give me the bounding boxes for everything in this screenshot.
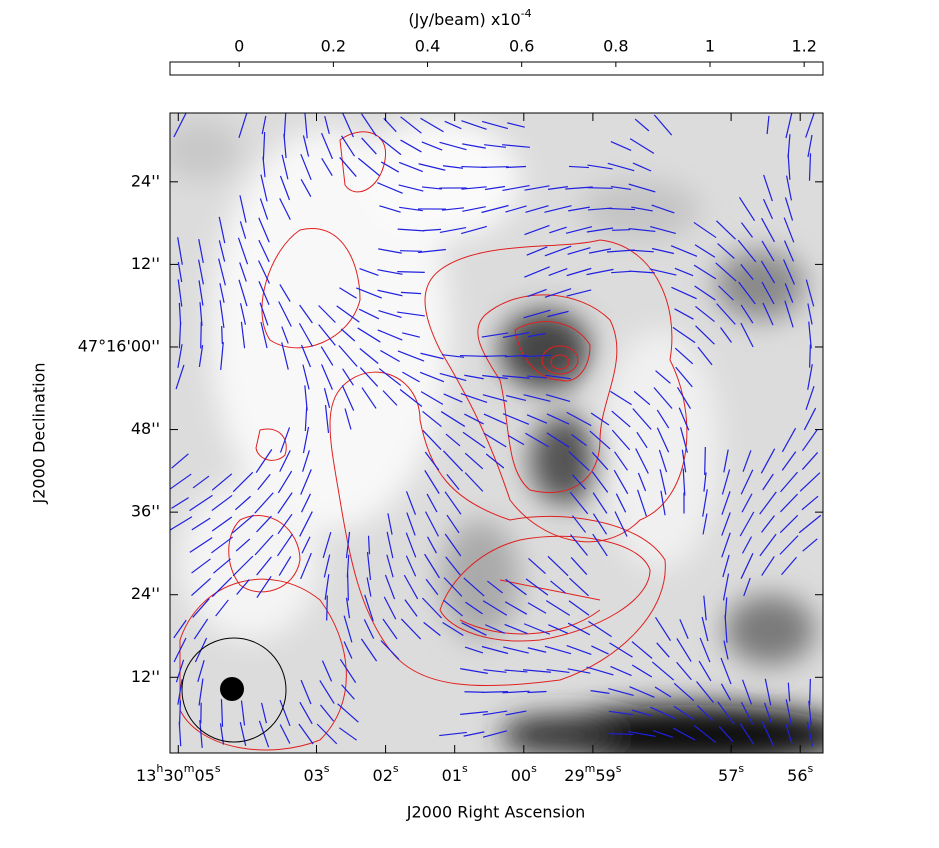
colorbar-label-text: (Jy/beam) x10 xyxy=(408,10,520,29)
x-tick-label-part: 57 xyxy=(718,766,738,785)
x-tick-label-sup: s xyxy=(616,762,622,775)
vector xyxy=(201,322,202,349)
x-tick-label-sup: s xyxy=(215,762,221,775)
x-tick-label: 03s xyxy=(303,762,329,785)
x-tick-label-sup: s xyxy=(738,762,744,775)
colorbar-tick-label: 0.2 xyxy=(321,37,346,56)
vector xyxy=(810,679,811,705)
vector xyxy=(327,595,328,620)
x-tick-label-part: 02 xyxy=(373,766,393,785)
y-tick-label: 12'' xyxy=(131,254,160,273)
x-tick-label-sup: m xyxy=(585,762,596,775)
colorbar-tick-label: 0.6 xyxy=(509,37,534,56)
vector xyxy=(587,188,612,189)
x-axis-label: J2000 Right Ascension xyxy=(406,803,586,822)
x-tick-label-part: 00 xyxy=(511,766,531,785)
vector xyxy=(400,251,422,252)
x-tick-label-sup: s xyxy=(324,762,330,775)
x-tick-label-sup: s xyxy=(531,762,537,775)
x-tick-label-part: 03 xyxy=(303,766,323,785)
y-tick-label: 24'' xyxy=(131,584,160,603)
colorbar-tick-label: 0.8 xyxy=(603,37,628,56)
x-tick-label-sup: s xyxy=(462,762,468,775)
vector xyxy=(481,167,509,168)
vector xyxy=(397,272,424,273)
x-tick-label: 29m59s xyxy=(564,762,621,785)
image xyxy=(160,112,850,765)
colorbar-tick-label: 0.4 xyxy=(415,37,440,56)
colorbar-label: (Jy/beam) x10-4 xyxy=(408,7,531,29)
x-tick-label-sup: h xyxy=(156,762,163,775)
y-tick-label: 48'' xyxy=(131,419,160,438)
x-tick-label: 02s xyxy=(373,762,399,785)
x-tick-label-part: 13 xyxy=(136,766,156,785)
y-tick-label: 12'' xyxy=(131,667,160,686)
y-tick-label: 36'' xyxy=(131,502,160,521)
x-tick-label-part: 29 xyxy=(564,766,584,785)
y-axis-label: J2000 Declination xyxy=(30,363,49,505)
vector xyxy=(810,344,811,367)
y-tick-label: 47°16'00'' xyxy=(78,336,160,355)
colorbar-tick-label: 0 xyxy=(234,37,244,56)
vector xyxy=(348,573,349,600)
x-tick-label: 01s xyxy=(442,762,468,785)
x-tick-label-part: 30 xyxy=(163,766,183,785)
colorbar-tick-label: 1.2 xyxy=(791,37,816,56)
vector xyxy=(612,230,630,231)
x-tick-label: 13h30m05s xyxy=(136,762,221,785)
vector xyxy=(222,326,223,344)
colorbar-label-exp: -4 xyxy=(521,7,532,20)
x-tick-label: 00s xyxy=(511,762,537,785)
x-tick-label-part: 59 xyxy=(595,766,615,785)
x-tick-label: 56s xyxy=(787,762,813,785)
x-tick-label-part: 05 xyxy=(194,766,214,785)
x-tick-label-sup: m xyxy=(184,762,195,775)
x-tick-label-sup: s xyxy=(808,762,814,775)
vector xyxy=(705,447,706,475)
vector xyxy=(464,692,483,693)
x-tick-label-part: 56 xyxy=(787,766,807,785)
y-tick-label: 24'' xyxy=(131,171,160,190)
colorbar xyxy=(170,62,823,75)
x-tick-label: 57s xyxy=(718,762,744,785)
x-tick-label-sup: s xyxy=(393,762,399,775)
colorbar-tick-label: 1 xyxy=(705,37,715,56)
vector xyxy=(483,356,507,357)
x-tick-label-part: 01 xyxy=(442,766,462,785)
